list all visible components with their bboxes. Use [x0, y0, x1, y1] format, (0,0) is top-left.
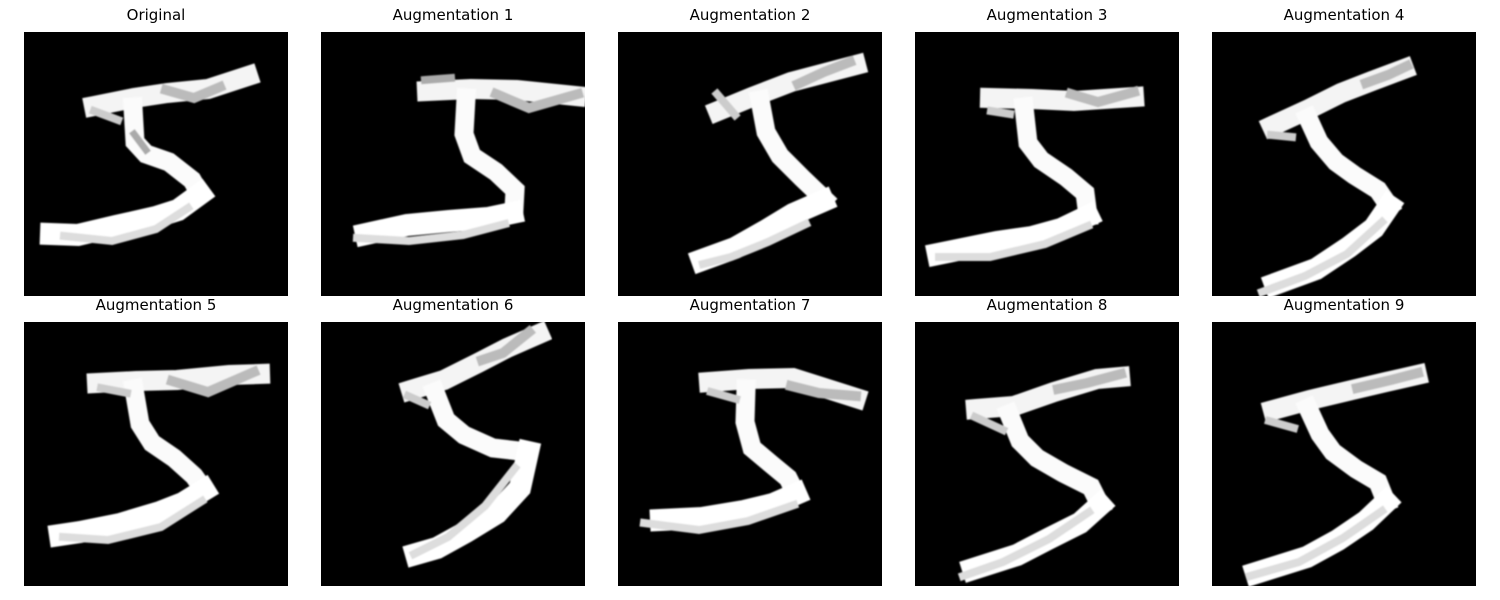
digit-image-augmentation-6	[321, 322, 585, 586]
image-panel-original: Original	[24, 5, 288, 296]
panel-title: Original	[126, 6, 186, 24]
image-panel-augmentation-9: Augmentation 9	[1212, 295, 1476, 586]
image-panel-augmentation-1: Augmentation 1	[321, 5, 585, 296]
digit-image-augmentation-4	[1212, 32, 1476, 296]
panel-title: Augmentation 2	[689, 6, 811, 24]
image-panel-augmentation-2: Augmentation 2	[618, 5, 882, 296]
digit-image-augmentation-3	[915, 32, 1179, 296]
digit-image-augmentation-9	[1212, 322, 1476, 586]
image-panel-augmentation-3: Augmentation 3	[915, 5, 1179, 296]
image-panel-augmentation-5: Augmentation 5	[24, 295, 288, 586]
digit-image-augmentation-5	[24, 322, 288, 586]
panel-title: Augmentation 7	[689, 296, 811, 314]
panel-title: Augmentation 6	[392, 296, 514, 314]
image-panel-augmentation-7: Augmentation 7	[618, 295, 882, 586]
panel-title: Augmentation 8	[986, 296, 1108, 314]
digit-image-augmentation-7	[618, 322, 882, 586]
panel-title: Augmentation 9	[1283, 296, 1405, 314]
panel-title: Augmentation 3	[986, 6, 1108, 24]
image-panel-augmentation-8: Augmentation 8	[915, 295, 1179, 586]
digit-image-original	[24, 32, 288, 296]
image-panel-augmentation-4: Augmentation 4	[1212, 5, 1476, 296]
image-panel-augmentation-6: Augmentation 6	[321, 295, 585, 586]
digit-image-augmentation-1	[321, 32, 585, 296]
digit-image-augmentation-8	[915, 322, 1179, 586]
panel-title: Augmentation 5	[95, 296, 217, 314]
digit-image-augmentation-2	[618, 32, 882, 296]
panel-title: Augmentation 4	[1283, 6, 1405, 24]
panel-title: Augmentation 1	[392, 6, 514, 24]
